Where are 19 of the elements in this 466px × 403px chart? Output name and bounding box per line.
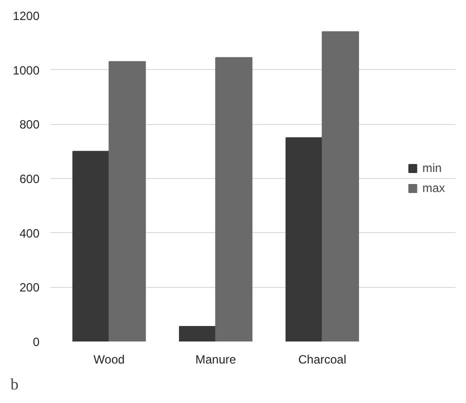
text: b <box>10 376 18 394</box>
bar <box>72 150 110 342</box>
y-tick-label: 1200 <box>12 9 40 23</box>
bar <box>322 31 360 342</box>
y-tick-label: 600 <box>19 172 40 186</box>
bar <box>215 57 252 342</box>
y-tick-label: 400 <box>19 226 40 240</box>
y-tick-label: 200 <box>19 280 40 295</box>
x-tick-label: Manure <box>195 352 236 366</box>
bar <box>108 61 146 342</box>
bar <box>178 326 216 342</box>
y-tick-label: 800 <box>19 118 40 132</box>
y-tick-label: 1000 <box>12 63 40 78</box>
bar <box>286 137 323 342</box>
x-tick-label: Charcoal <box>298 352 346 366</box>
legend-label: max <box>422 181 445 195</box>
legend-label: min <box>422 161 442 175</box>
x-tick-label: Wood <box>94 352 125 366</box>
y-tick-label: 0 <box>32 335 40 349</box>
